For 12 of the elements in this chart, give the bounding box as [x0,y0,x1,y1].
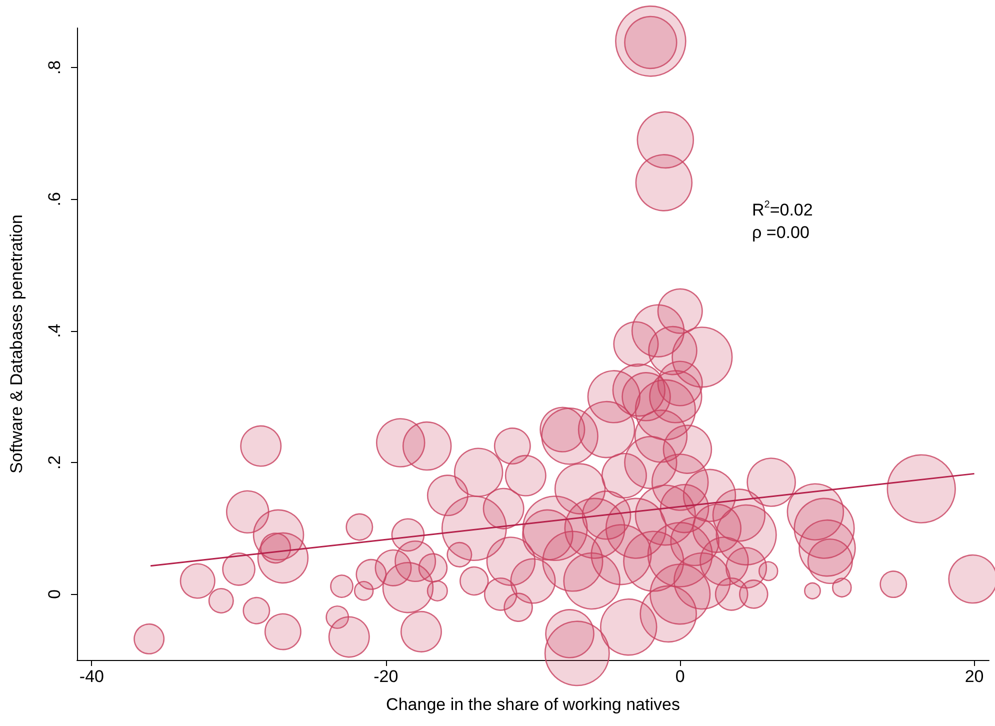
x-tick-label: -40 [79,667,104,686]
y-tick-label: .8 [45,60,64,75]
y-tick-label: .4 [45,324,64,338]
x-tick-label: 20 [964,667,984,686]
annotation: ρ =0.00 [752,223,810,242]
y-axis-title: Software & Databases penetration [7,214,26,474]
y-tick-label: .2 [45,455,64,470]
y-tick-label: 0 [45,589,64,599]
y-tick-label: .6 [45,192,64,206]
x-tick-label: -20 [374,667,398,686]
x-tick-label: 0 [675,667,685,686]
x-axis-title: Change in the share of working natives [386,695,680,714]
